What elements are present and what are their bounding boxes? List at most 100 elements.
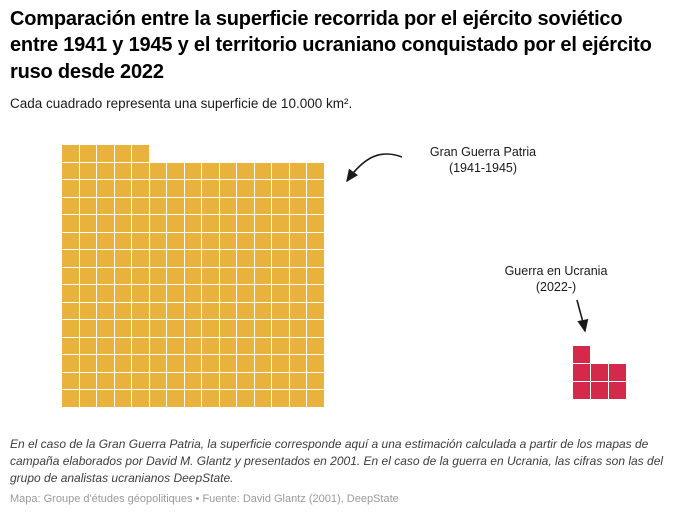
waffle-square [79, 197, 96, 214]
waffle-square [62, 285, 79, 302]
waffle-square [149, 162, 166, 179]
waffle-square [289, 355, 306, 372]
waffle-square [272, 302, 289, 319]
waffle-square [307, 162, 324, 179]
waffle-square [573, 364, 590, 381]
waffle-square [114, 145, 131, 162]
waffle-square [149, 232, 166, 249]
waffle-square [237, 180, 254, 197]
waffle-square [254, 390, 271, 407]
waffle-square [97, 197, 114, 214]
waffle-square [97, 390, 114, 407]
waffle-square [167, 250, 184, 267]
waffle-square [167, 390, 184, 407]
waffle-square [202, 302, 219, 319]
waffle-square [97, 320, 114, 337]
waffle-square [272, 197, 289, 214]
annotation-guerra-en-ucrania-line2: (2022-) [535, 280, 577, 295]
waffle-square [184, 302, 201, 319]
waffle-square [254, 162, 271, 179]
waffle-square [114, 390, 131, 407]
waffle-square [184, 197, 201, 214]
waffle-square [202, 162, 219, 179]
waffle-square [254, 215, 271, 232]
waffle-square [254, 302, 271, 319]
waffle-square [132, 302, 149, 319]
waffle-square [132, 162, 149, 179]
waffle-square [132, 215, 149, 232]
waffle-square [219, 285, 236, 302]
waffle-square [202, 180, 219, 197]
waffle-square [114, 215, 131, 232]
waffle-square [167, 285, 184, 302]
waffle-square [97, 372, 114, 389]
waffle-square [97, 215, 114, 232]
waffle-square [97, 267, 114, 284]
waffle-square [237, 197, 254, 214]
waffle-square [79, 285, 96, 302]
waffle-square [202, 372, 219, 389]
waffle-square [219, 197, 236, 214]
chart-subtitle: Cada cuadrado representa una superficie … [10, 96, 353, 111]
waffle-square [167, 337, 184, 354]
waffle-square [62, 162, 79, 179]
waffle-square [62, 355, 79, 372]
waffle-square [307, 320, 324, 337]
waffle-square [149, 215, 166, 232]
waffle-square [237, 232, 254, 249]
waffle-square [202, 355, 219, 372]
waffle-square [237, 390, 254, 407]
waffle-square [149, 197, 166, 214]
waffle-square [289, 267, 306, 284]
waffle-square [97, 232, 114, 249]
waffle-square [272, 162, 289, 179]
waffle-square [237, 215, 254, 232]
waffle-square [254, 267, 271, 284]
waffle-square [62, 197, 79, 214]
arrow-to-yellow-waffle [346, 153, 403, 183]
waffle-square [79, 180, 96, 197]
annotation-gran-guerra-patria: Gran Guerra Patria (1941-1945) [398, 144, 568, 177]
waffle-square [573, 346, 590, 363]
waffle-square [114, 285, 131, 302]
waffle-square [202, 337, 219, 354]
waffle-square [289, 197, 306, 214]
waffle-square [149, 250, 166, 267]
waffle-square [97, 250, 114, 267]
waffle-square [62, 215, 79, 232]
waffle-square [219, 180, 236, 197]
waffle-square [237, 302, 254, 319]
chart-title: Comparación entre la superficie recorrid… [10, 8, 652, 83]
waffle-square [62, 372, 79, 389]
waffle-square [149, 180, 166, 197]
waffle-square [132, 320, 149, 337]
waffle-square [307, 302, 324, 319]
waffle-square [79, 355, 96, 372]
waffle-square [219, 267, 236, 284]
waffle-square [184, 232, 201, 249]
arrow-to-red-waffle [576, 299, 589, 333]
waffle-square [289, 232, 306, 249]
waffle-square [97, 180, 114, 197]
waffle-square [237, 267, 254, 284]
waffle-square [97, 162, 114, 179]
waffle-square [202, 320, 219, 337]
waffle-square [132, 232, 149, 249]
waffle-square [202, 285, 219, 302]
waffle-square [62, 390, 79, 407]
waffle-square [254, 320, 271, 337]
waffle-square [97, 337, 114, 354]
waffle-square [272, 285, 289, 302]
waffle-square [132, 250, 149, 267]
waffle-square [272, 355, 289, 372]
waffle-square [132, 337, 149, 354]
waffle-square [149, 285, 166, 302]
waffle-square [132, 197, 149, 214]
annotation-guerra-en-ucrania-line1: Guerra en Ucrania [504, 264, 608, 278]
waffle-square [149, 372, 166, 389]
waffle-square [272, 180, 289, 197]
waffle-square [254, 250, 271, 267]
waffle-square [591, 364, 608, 381]
waffle-square [184, 250, 201, 267]
